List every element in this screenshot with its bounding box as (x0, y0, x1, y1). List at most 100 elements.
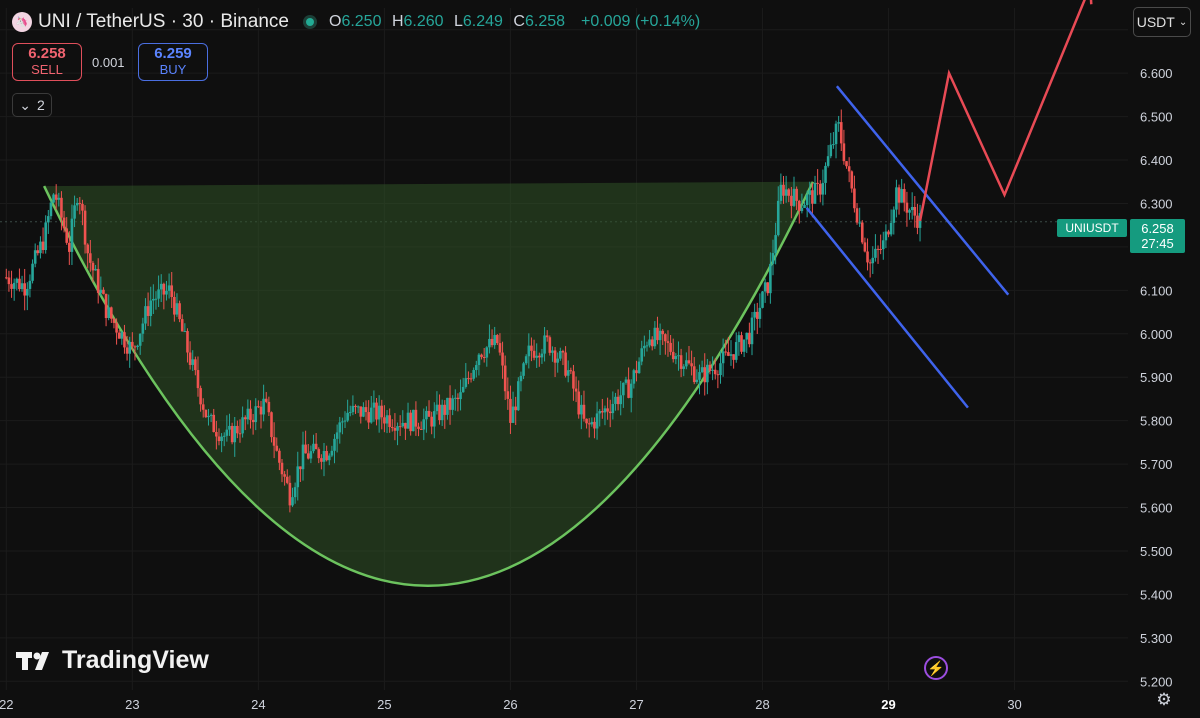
candle-body (498, 343, 502, 353)
candle-body (228, 425, 231, 430)
candle-body (44, 222, 47, 251)
candle-body (33, 250, 37, 264)
time-tick-label: 22 (0, 697, 14, 712)
buy-button[interactable]: 6.259 BUY (138, 43, 208, 81)
symbol-title[interactable]: UNI / TetherUS · 30 · Binance (38, 11, 289, 32)
candle-body (165, 290, 168, 295)
candle-body (847, 166, 851, 172)
candle-body (753, 311, 756, 318)
candle-body (517, 381, 520, 411)
indicators-toggle-button[interactable]: ⌄ 2 (12, 93, 52, 117)
candle-body (737, 335, 741, 343)
candle-body (585, 418, 588, 424)
tradingview-logo[interactable]: TradingView (16, 646, 209, 675)
candle-body (456, 397, 460, 400)
candle-body (388, 415, 391, 428)
candle-body (401, 422, 405, 427)
candle-body (692, 366, 696, 383)
candle-body (89, 253, 92, 263)
candle-body (750, 317, 754, 345)
lightning-icon[interactable]: ⚡ (924, 656, 948, 680)
candle-body (703, 367, 707, 383)
candle-body (837, 122, 840, 124)
candle-body (545, 335, 549, 338)
candle-body (569, 370, 573, 372)
candle-body (15, 278, 19, 283)
candle-body (356, 406, 360, 408)
candle-body (884, 231, 888, 241)
candle-body (217, 436, 221, 442)
candle-body (222, 435, 226, 437)
price-tick-label: 5.200 (1140, 674, 1173, 689)
candle-body (685, 360, 688, 367)
candle-body (590, 421, 594, 425)
candle-body (905, 202, 909, 213)
candle-body (430, 416, 433, 427)
candle-body (385, 415, 389, 424)
candle-body (215, 431, 218, 437)
candle-body (359, 406, 363, 417)
candle-body (503, 365, 507, 392)
candle-body (362, 407, 365, 417)
candle-body (438, 404, 441, 421)
candle-body (913, 206, 917, 216)
candle-body (669, 342, 672, 352)
candle-body (897, 187, 901, 203)
candle-body (73, 205, 76, 219)
candles (5, 109, 922, 513)
candle-body (348, 412, 352, 414)
candle-body (162, 283, 166, 295)
candle-body (288, 482, 292, 506)
buy-price: 6.259 (154, 45, 192, 62)
sell-button[interactable]: 6.258 SELL (12, 43, 82, 81)
candle-body (608, 411, 612, 414)
candle-body (259, 406, 263, 415)
candle-body (797, 200, 801, 212)
candle-body (338, 422, 342, 433)
price-change: +0.009 (+0.14%) (581, 13, 701, 30)
candle-body (138, 333, 142, 346)
candle-body (448, 397, 452, 410)
currency-select[interactable]: USDT ⌄ (1133, 7, 1191, 37)
candle-body (309, 451, 313, 459)
candle-body (488, 338, 491, 348)
candle-body (115, 322, 118, 333)
candle-body (593, 421, 596, 429)
candle-body (393, 427, 397, 431)
candle-body (49, 202, 53, 217)
candle-body (330, 450, 334, 456)
candle-body (78, 202, 82, 204)
candle-body (23, 283, 26, 296)
candle-body (711, 369, 714, 371)
time-tick-label: 26 (503, 697, 517, 712)
candle-body (769, 263, 772, 294)
candle-body (713, 369, 717, 375)
candle-body (54, 194, 58, 200)
candle-body (183, 331, 187, 333)
candle-body (758, 307, 762, 319)
time-tick-label: 29 (881, 697, 895, 712)
candle-body (377, 405, 381, 420)
candle-body (805, 194, 809, 206)
candle-body (380, 405, 384, 418)
candle-body (409, 412, 412, 432)
candle-body (157, 289, 160, 299)
candle-body (598, 411, 602, 414)
candle-body (845, 161, 848, 167)
open-value: 6.250 (341, 13, 382, 30)
candle-body (396, 426, 399, 431)
price-tick-label: 6.600 (1140, 66, 1173, 81)
candle-body (351, 405, 355, 413)
candle-body (742, 339, 746, 352)
cup-curve (42, 181, 815, 587)
price-tick-label: 5.300 (1140, 631, 1173, 646)
settings-gear-icon[interactable]: ⚙ (1156, 690, 1172, 709)
candle-body (564, 352, 567, 376)
channel-lower-line (805, 207, 969, 409)
candle-body (404, 422, 407, 429)
candle-body (556, 358, 559, 363)
market-open-icon (302, 15, 317, 29)
candle-body (787, 189, 791, 196)
candle-body (724, 351, 728, 353)
